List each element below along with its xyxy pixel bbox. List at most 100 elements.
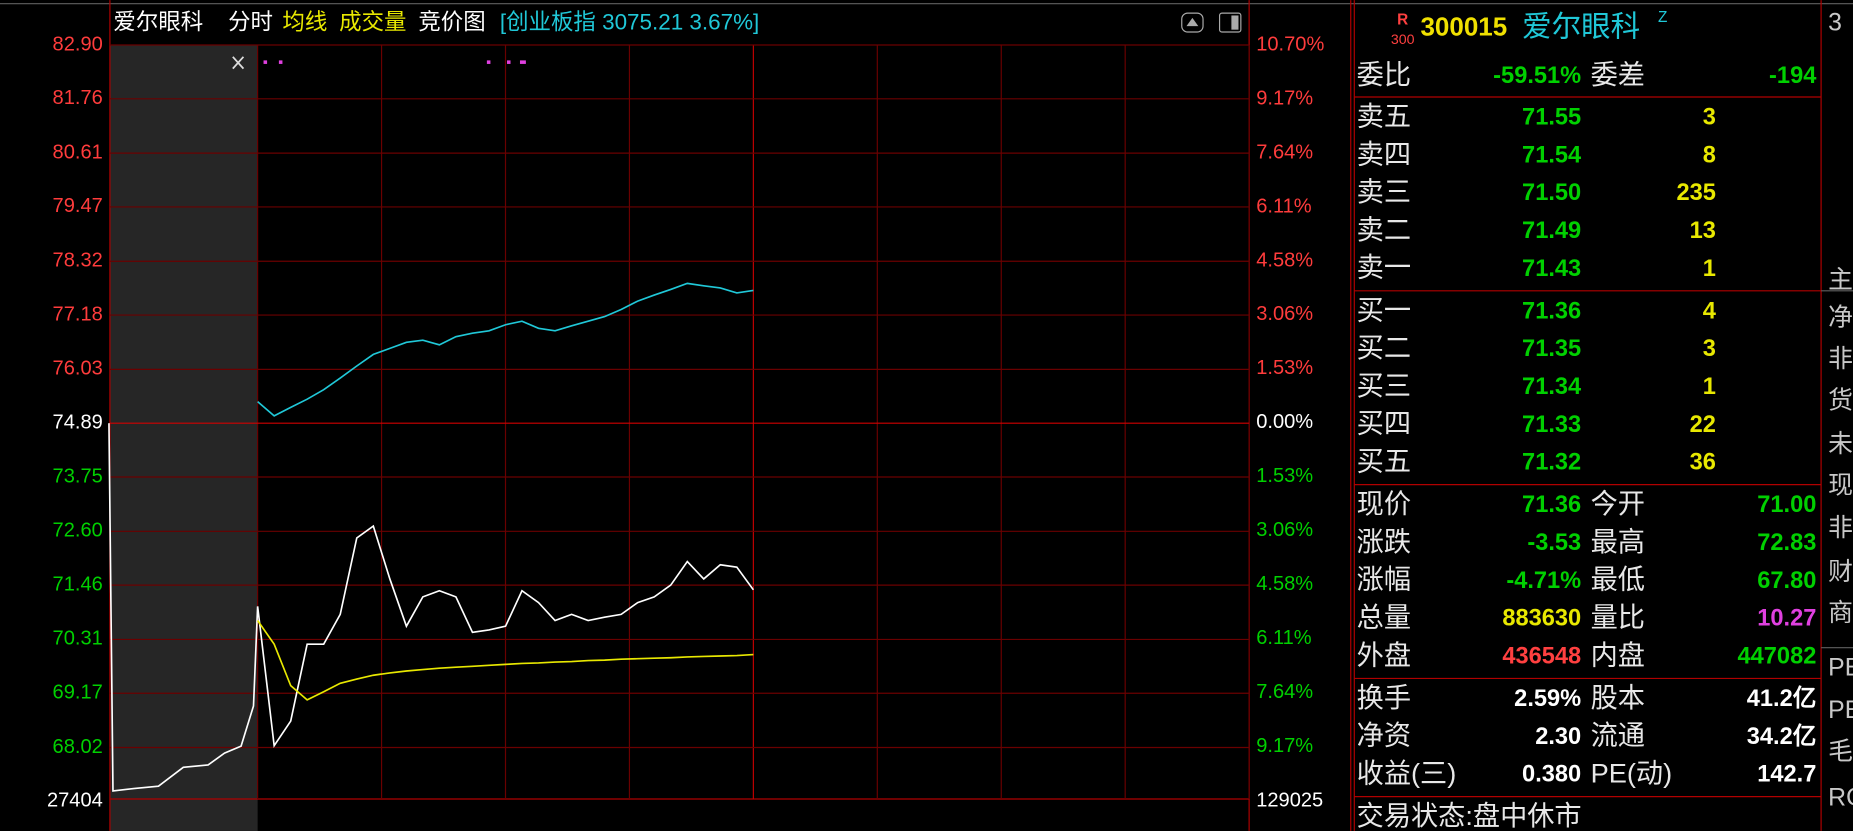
field-label: 最高 xyxy=(1591,526,1645,557)
book-volume: 3 xyxy=(1703,105,1716,131)
y2-tick-label: 0.00% xyxy=(1256,411,1313,433)
y-tick-label: 76.03 xyxy=(53,358,103,380)
field-value: 41.2亿 xyxy=(1747,685,1817,712)
icon-button[interactable] xyxy=(1218,12,1242,33)
book-label: 卖一 xyxy=(1357,252,1411,283)
field-value: 10.27 xyxy=(1757,606,1816,632)
series-line xyxy=(256,620,754,701)
field-value: 2.30 xyxy=(1535,724,1581,750)
tab[interactable]: 均线 xyxy=(282,10,327,35)
stock-code: 300015 xyxy=(1420,11,1507,41)
book-volume: 1 xyxy=(1703,256,1716,282)
field-label: 涨幅 xyxy=(1357,564,1411,595)
y2-tick-label: 4.58% xyxy=(1256,573,1313,595)
volume-label: 27404 xyxy=(47,790,103,812)
book-volume: 235 xyxy=(1676,180,1715,206)
book-price: 71.36 xyxy=(1522,298,1581,324)
tab[interactable]: 竞价图 xyxy=(418,10,485,35)
close-icon[interactable] xyxy=(232,56,245,70)
field-value: 72.83 xyxy=(1757,530,1816,556)
field-label: 委差 xyxy=(1591,59,1645,90)
book-label: 卖二 xyxy=(1357,214,1411,245)
grid: 82.90 81.76 80.61 79.47 78.32 77.18 76.03 74.89… xyxy=(47,33,1324,811)
book-price: 71.50 xyxy=(1522,180,1581,206)
y-tick-label: 82.90 xyxy=(53,33,103,55)
field-value: 71.00 xyxy=(1757,492,1816,518)
stock-mark: Z xyxy=(1658,9,1667,26)
y2-tick-label: 10.70% xyxy=(1256,33,1324,55)
pre-market-area xyxy=(109,45,258,831)
y-tick-label: 74.89 xyxy=(53,411,103,433)
field-label: 换手 xyxy=(1357,682,1411,713)
field-value: 34.2亿 xyxy=(1747,723,1817,750)
side-label: 货 xyxy=(1828,386,1853,414)
book-label: 买一 xyxy=(1357,294,1411,325)
book-label: 买三 xyxy=(1357,370,1411,401)
field-value: 883630 xyxy=(1502,606,1581,632)
book-price: 71.32 xyxy=(1522,450,1581,476)
field-label: 股本 xyxy=(1591,682,1645,713)
book-label: 买二 xyxy=(1357,332,1411,363)
book-label: 买四 xyxy=(1357,408,1411,439)
marker-dot xyxy=(278,60,283,64)
side-label: PE xyxy=(1828,697,1853,724)
side-label: RO xyxy=(1828,785,1853,812)
icon xyxy=(1231,15,1239,30)
side-label: 3 xyxy=(1828,9,1842,36)
field-value: -3.53 xyxy=(1527,530,1581,556)
y-tick-label: 70.31 xyxy=(53,628,103,650)
book-volume: 3 xyxy=(1703,336,1716,362)
badge: R xyxy=(1397,11,1408,28)
field-value: -4.71% xyxy=(1506,568,1581,594)
field-value: -59.51% xyxy=(1493,63,1581,89)
field-label: 外盘 xyxy=(1357,639,1411,670)
book-price: 71.54 xyxy=(1522,142,1582,168)
book-label: 买五 xyxy=(1357,446,1411,477)
field-value: 436548 xyxy=(1502,643,1581,669)
book-volume: 13 xyxy=(1690,218,1716,244)
marker-dot xyxy=(519,60,526,64)
book-volume: 4 xyxy=(1703,298,1717,324)
y-tick-label: 73.75 xyxy=(53,465,103,487)
marker-dot xyxy=(506,60,511,64)
field-label: 最低 xyxy=(1591,564,1645,595)
side-label: 现 xyxy=(1828,473,1853,500)
series-line xyxy=(257,282,754,417)
field-value: -194 xyxy=(1769,63,1817,89)
book-price: 71.55 xyxy=(1522,105,1581,131)
field-label: 涨跌 xyxy=(1357,526,1411,557)
index-info: [创业板指 3075.21 3.67%] xyxy=(500,10,759,35)
book-label: 卖五 xyxy=(1357,100,1411,131)
series-line xyxy=(108,423,755,792)
icon-button[interactable] xyxy=(1181,12,1204,33)
marker-dot xyxy=(263,60,268,64)
field-label: 现价 xyxy=(1357,488,1411,519)
tab[interactable]: 分时 xyxy=(228,10,273,35)
y2-tick-label: 1.53% xyxy=(1256,465,1313,487)
field-value: 142.7 xyxy=(1757,762,1816,788)
y-tick-label: 81.76 xyxy=(53,87,103,109)
header: 爱尔眼科 分时 均线 成交量 竞价图 [创业板指 3075.21 3.67%] xyxy=(113,10,1242,70)
y2-tick-label: 9.17% xyxy=(1256,87,1313,109)
tab[interactable]: 成交量 xyxy=(339,10,406,35)
field-label: 收益(三) xyxy=(1357,758,1457,789)
y-tick-label: 77.18 xyxy=(53,303,103,325)
y2-tick-label: 6.11% xyxy=(1256,195,1312,217)
plot xyxy=(108,282,755,792)
book-volume: 36 xyxy=(1690,450,1716,476)
y-tick-label: 79.47 xyxy=(53,195,103,217)
trade-status: 交易状态:盘中休市 xyxy=(1357,800,1582,831)
side-label: 净 xyxy=(1828,304,1853,332)
book-volume: 8 xyxy=(1703,142,1716,168)
y-tick-label: 71.46 xyxy=(53,573,103,595)
field-label: 委比 xyxy=(1357,59,1411,90)
field-label: 今开 xyxy=(1591,488,1645,519)
field-value: 2.59% xyxy=(1514,686,1581,712)
side-label: 非 xyxy=(1828,345,1853,373)
field-value: 71.36 xyxy=(1522,492,1581,518)
y-tick-label: 78.32 xyxy=(53,250,103,272)
book-price: 71.33 xyxy=(1522,412,1581,438)
volume-label: 129025 xyxy=(1256,790,1323,812)
